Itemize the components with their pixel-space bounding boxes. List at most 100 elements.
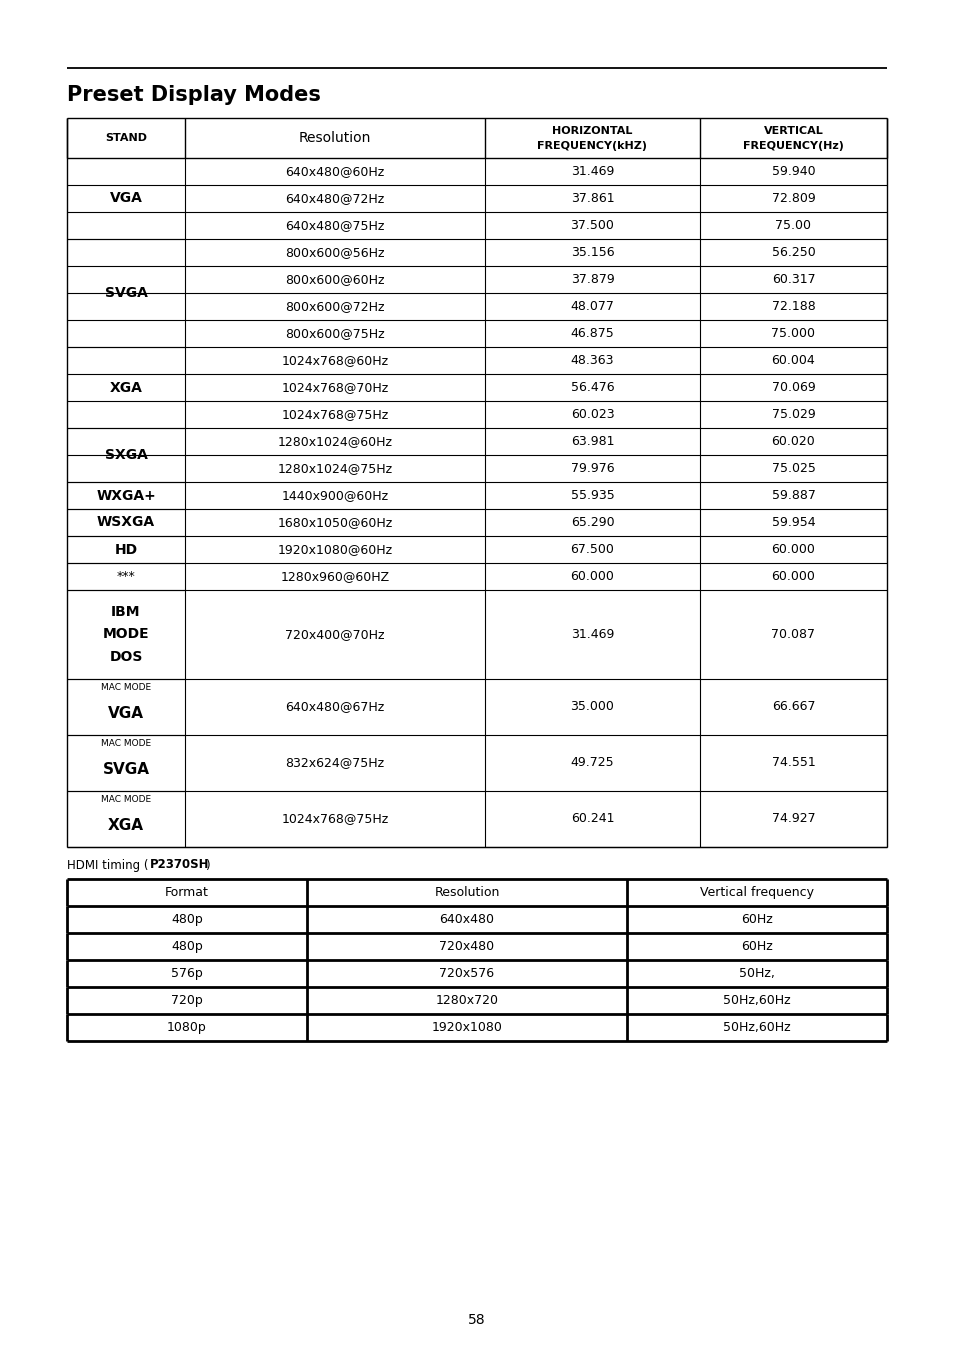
Text: 800x600@72Hz: 800x600@72Hz [285,300,384,313]
Text: 35.000: 35.000 [570,701,614,713]
Text: 49.725: 49.725 [570,756,614,770]
Text: 37.500: 37.500 [570,219,614,231]
Text: 31.469: 31.469 [570,628,614,641]
Text: 640x480@75Hz: 640x480@75Hz [285,219,384,231]
Text: VGA: VGA [108,705,144,721]
Text: 50Hz,60Hz: 50Hz,60Hz [722,994,790,1007]
Text: 46.875: 46.875 [570,327,614,340]
Text: 60.023: 60.023 [570,409,614,421]
Text: 48.363: 48.363 [570,354,614,367]
Text: 640x480@72Hz: 640x480@72Hz [285,192,384,206]
Text: HD: HD [114,543,137,556]
Text: 74.927: 74.927 [771,813,815,825]
Text: 1280x960@60HZ: 1280x960@60HZ [280,570,389,583]
Text: ): ) [205,859,210,871]
Text: 720x400@70Hz: 720x400@70Hz [285,628,384,641]
Text: 1280x1024@60Hz: 1280x1024@60Hz [277,436,392,448]
Text: 59.954: 59.954 [771,515,815,529]
Text: 1680x1050@60Hz: 1680x1050@60Hz [277,515,393,529]
Text: 65.290: 65.290 [570,515,614,529]
Text: 70.069: 70.069 [771,382,815,394]
Text: 1440x900@60Hz: 1440x900@60Hz [281,488,388,502]
Text: 37.861: 37.861 [570,192,614,206]
Text: 48.077: 48.077 [570,300,614,313]
Text: 832x624@75Hz: 832x624@75Hz [285,756,384,770]
Text: 720p: 720p [171,994,203,1007]
Text: 1024x768@75Hz: 1024x768@75Hz [281,813,388,825]
Text: 35.156: 35.156 [570,246,614,258]
Text: 72.188: 72.188 [771,300,815,313]
Text: 720x576: 720x576 [439,967,494,980]
Text: HDMI timing (: HDMI timing ( [67,859,149,871]
Text: 1080p: 1080p [167,1022,207,1034]
Text: 60.020: 60.020 [771,436,815,448]
Text: 75.000: 75.000 [771,327,815,340]
Text: 75.025: 75.025 [771,461,815,475]
Text: XGA: XGA [108,817,144,832]
Text: 800x600@75Hz: 800x600@75Hz [285,327,384,340]
Text: SXGA: SXGA [105,448,148,461]
Text: 60.004: 60.004 [771,354,815,367]
Text: MAC MODE: MAC MODE [101,794,151,804]
Text: 640x480@60Hz: 640x480@60Hz [285,165,384,179]
Text: 60.000: 60.000 [570,570,614,583]
Text: 800x600@60Hz: 800x600@60Hz [285,273,384,285]
Text: Preset Display Modes: Preset Display Modes [67,85,320,106]
Text: 1024x768@70Hz: 1024x768@70Hz [281,382,388,394]
Text: ***: *** [116,570,135,583]
Text: 60.000: 60.000 [771,570,815,583]
Text: IBM: IBM [112,605,141,620]
Text: 56.250: 56.250 [771,246,815,258]
Text: SVGA: SVGA [102,762,150,777]
Text: 59.940: 59.940 [771,165,815,179]
Text: 720x480: 720x480 [439,940,494,953]
Text: VERTICAL: VERTICAL [762,126,822,137]
Text: HORIZONTAL: HORIZONTAL [552,126,632,137]
Text: 59.887: 59.887 [771,488,815,502]
Text: 800x600@56Hz: 800x600@56Hz [285,246,384,258]
Text: 640x480: 640x480 [439,913,494,925]
Text: WSXGA: WSXGA [97,515,155,529]
Text: 60.317: 60.317 [771,273,815,285]
Text: 63.981: 63.981 [570,436,614,448]
Text: 50Hz,60Hz: 50Hz,60Hz [722,1022,790,1034]
Text: WXGA+: WXGA+ [96,488,155,502]
Text: 74.551: 74.551 [771,756,815,770]
Text: DOS: DOS [110,649,143,664]
Text: 56.476: 56.476 [570,382,614,394]
Text: 70.087: 70.087 [771,628,815,641]
Text: 1280x1024@75Hz: 1280x1024@75Hz [277,461,392,475]
Text: 75.00: 75.00 [775,219,811,231]
Text: 66.667: 66.667 [771,701,815,713]
Text: 37.879: 37.879 [570,273,614,285]
Text: XGA: XGA [110,380,142,395]
Text: 60.241: 60.241 [570,813,614,825]
Text: 55.935: 55.935 [570,488,614,502]
Text: 1920x1080@60Hz: 1920x1080@60Hz [277,543,392,556]
Text: 72.809: 72.809 [771,192,815,206]
Text: 1024x768@75Hz: 1024x768@75Hz [281,409,388,421]
Text: VGA: VGA [110,192,142,206]
Text: 58: 58 [468,1312,485,1327]
Text: FREQUENCY(Hz): FREQUENCY(Hz) [742,141,843,152]
Text: 640x480@67Hz: 640x480@67Hz [285,701,384,713]
Text: 576p: 576p [171,967,203,980]
Text: Format: Format [165,886,209,898]
Text: Resolution: Resolution [298,131,371,145]
Text: 480p: 480p [171,913,203,925]
Text: 50Hz,: 50Hz, [739,967,774,980]
Text: Resolution: Resolution [434,886,499,898]
Text: MAC MODE: MAC MODE [101,739,151,747]
Text: 1920x1080: 1920x1080 [431,1022,502,1034]
Text: Vertical frequency: Vertical frequency [700,886,813,898]
Text: 60Hz: 60Hz [740,940,772,953]
Text: MODE: MODE [103,628,150,641]
Text: P2370SH: P2370SH [150,859,210,871]
Text: 480p: 480p [171,940,203,953]
Text: 31.469: 31.469 [570,165,614,179]
Text: SVGA: SVGA [105,285,148,300]
Text: 60Hz: 60Hz [740,913,772,925]
Text: FREQUENCY(kHZ): FREQUENCY(kHZ) [537,141,647,152]
Text: 79.976: 79.976 [570,461,614,475]
Text: 67.500: 67.500 [570,543,614,556]
